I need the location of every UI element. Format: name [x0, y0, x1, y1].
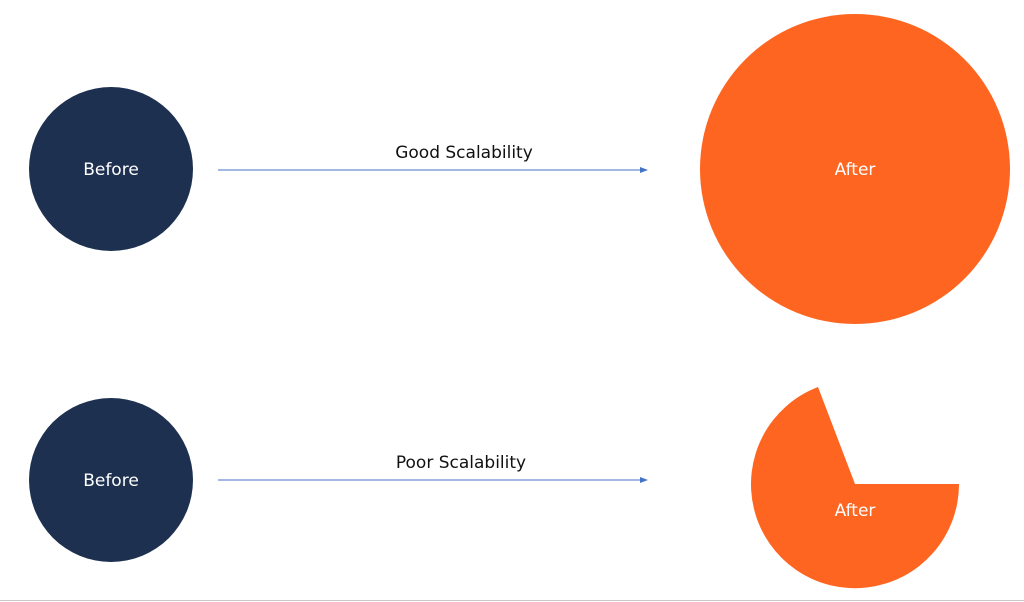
arrow-label: Poor Scalability	[396, 453, 526, 473]
after-circle	[700, 14, 1010, 324]
after-label: After	[835, 501, 876, 521]
after-label: After	[835, 160, 876, 180]
arrow-label: Good Scalability	[395, 143, 533, 163]
before-label: Before	[83, 471, 139, 491]
after-partial-circle	[751, 387, 960, 589]
before-circle	[29, 398, 193, 562]
before-circle	[29, 87, 193, 251]
before-label: Before	[83, 160, 139, 180]
